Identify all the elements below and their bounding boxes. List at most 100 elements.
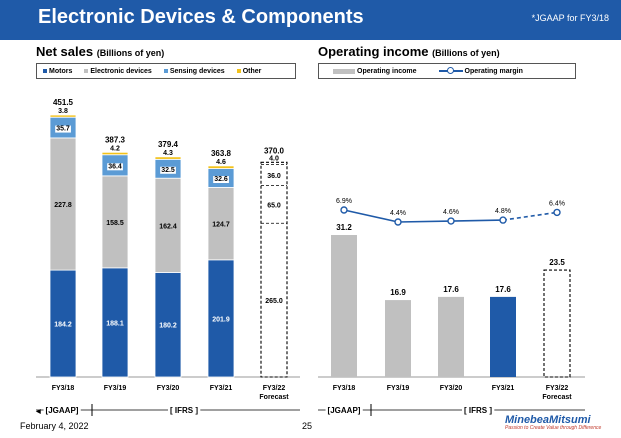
operating-income-period-ifrs-bg [462,406,495,415]
operating-income-category-label: FY3/22 [546,385,569,392]
net-sales-bar-electronic-devices [154,177,182,273]
operating-margin-point [553,208,561,217]
net-sales-value-label: 184.2 [54,322,72,329]
operating-income-unit: (Billions of yen) [432,48,500,58]
net-sales-bar-electronic-devices [49,137,77,271]
net-sales-total-label: 387.3 [105,135,126,144]
logo-tagline: Passion to Create Value through Differen… [505,425,602,431]
legend-operating-margin-label: Operating margin [464,67,523,75]
net-sales-value-label: 4.6 [216,159,226,166]
operating-margin-label: 4.4% [390,210,406,217]
net-sales-value-label: 4.3 [163,150,173,157]
net-sales-label-bg [109,145,121,153]
legend-sensing-label: Sensing devices [169,67,225,75]
net-sales-category-label: FY3/19 [104,385,127,392]
operating-margin-label: 6.9% [336,198,352,205]
net-sales-period-jgaap: [JGAAP] [46,406,79,415]
net-sales-label-bg [162,149,174,157]
legend-motors-swatch [43,69,47,73]
net-sales-bar-other [49,114,77,118]
operating-margin-point [499,216,507,224]
operating-income-category-label: FY3/21 [492,385,515,392]
operating-income-value-label: 31.2 [336,223,352,232]
net-sales-bar-electronic-devices [207,187,235,261]
net-sales-category-label: FY3/21 [210,385,233,392]
net-sales-label-bg [55,125,71,133]
net-sales-label-bg [160,166,176,174]
operating-income-bar [385,300,411,377]
net-sales-value-label: 36.0 [267,173,281,180]
net-sales-value-label: 32.6 [214,176,228,183]
header-bar: Electronic Devices & Components *JGAAP f… [0,0,621,40]
net-sales-title: Net sales (Billions of yen) [36,44,164,59]
operating-margin-line-segment [397,220,452,223]
legend-operating-income: Operating income [333,68,417,75]
operating-income-period-jgaap-bg [325,406,363,415]
operating-margin-label: 6.4% [549,200,565,207]
net-sales-value-label: 180.2 [159,323,177,330]
operating-margin-line-segment [502,211,558,221]
net-sales-value-label: 227.8 [54,202,72,209]
net-sales-legend: Motors Electronic devices Sensing device… [36,63,296,79]
net-sales-bar-other [154,156,182,160]
page-title: Electronic Devices & Components [38,6,364,28]
legend-electronic-swatch [84,69,89,73]
legend-other: Other [236,67,262,75]
operating-income-bar-forecast [543,269,571,378]
header-note: *JGAAP for FY3/18 [531,13,609,23]
legend-other-label: Other [242,67,262,75]
logo-text: MinebeaMitsumi [505,414,591,426]
net-sales-value-label: 4.2 [110,145,120,152]
net-sales-value-label: 201.9 [212,316,230,323]
operating-income-category-label: FY3/19 [387,385,410,392]
net-sales-bar-motors [49,269,77,378]
net-sales-label-bg [57,108,69,115]
operating-income-value-label: 16.9 [390,288,406,297]
legend-operating-margin: Operating margin [438,67,523,75]
legend-sensing-swatch [163,69,168,73]
legend-other-swatch [236,69,241,73]
net-sales-category-label: Forecast [259,394,289,401]
net-sales-label-bg [213,176,229,184]
operating-income-value-label: 17.6 [443,285,459,294]
net-sales-bar-forecast [260,161,288,378]
net-sales-value-label: 32.5 [161,167,175,174]
net-sales-value-label: 65.0 [267,202,281,209]
net-sales-title-text: Net sales [36,44,94,59]
operating-income-title: Operating income (Billions of yen) [318,44,500,59]
operating-income-legend: Operating income Operating margin [318,63,576,79]
net-sales-total-label: 451.5 [53,98,74,107]
operating-income-category-label: FY3/20 [440,385,463,392]
legend-operating-income-swatch [333,68,355,74]
footer-date: February 4, 2022 [20,421,89,431]
operating-income-bar [331,235,357,377]
legend-motors: Motors [43,68,72,75]
company-logo: MinebeaMitsumi Passion to Create Value t… [505,414,601,431]
legend-motors-label: Motors [49,67,73,75]
legend-electronic-devices: Electronic devices [84,67,152,75]
net-sales-bar-electronic-devices [101,175,129,269]
operating-income-title-text: Operating income [318,44,429,59]
operating-income-value-label: 23.5 [549,258,565,267]
arrow-left-icon: ◀ [35,408,41,415]
net-sales-value-label: 35.7 [56,126,70,133]
net-sales-bar-motors [207,259,235,378]
net-sales-value-label: 124.7 [212,222,230,229]
net-sales-value-label: 3.8 [58,108,68,115]
legend-sensing-devices: Sensing devices [163,67,225,75]
net-sales-period-jgaap-bg [43,406,81,415]
operating-income-period-ifrs: [ IFRS ] [464,406,492,415]
legend-operating-margin-swatch [438,67,463,75]
legend-operating-income-label: Operating income [357,67,417,75]
net-sales-value-label: 4.0 [269,155,279,162]
net-sales-total-label: 370.0 [264,146,285,155]
net-sales-bar-other [101,151,129,156]
operating-income-bar [438,296,464,377]
operating-income-bar [490,296,516,377]
net-sales-category-label: FY3/20 [157,385,180,392]
net-sales-total-label: 363.8 [211,149,232,158]
net-sales-category-label: FY3/18 [52,385,75,392]
legend-electronic-label: Electronic devices [90,67,152,75]
operating-margin-line-segment [450,219,504,222]
net-sales-category-label: FY3/22 [263,385,286,392]
